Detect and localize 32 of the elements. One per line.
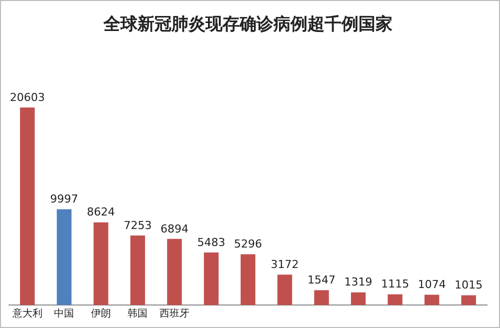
data-label: 6894 (160, 222, 188, 236)
x-tick-label: 中国 (54, 308, 74, 320)
data-label: 9997 (50, 192, 78, 206)
bar (20, 108, 35, 305)
data-label: 3172 (270, 258, 299, 271)
bar (388, 294, 402, 305)
data-label: 20603 (10, 90, 45, 104)
data-label: 8624 (86, 206, 115, 219)
data-label: 1015 (454, 278, 483, 292)
bar (461, 295, 476, 305)
bar (314, 290, 329, 305)
data-label: 5483 (197, 236, 226, 249)
bar (94, 222, 108, 305)
data-label: 7253 (124, 218, 152, 232)
bar (167, 238, 182, 305)
bar (204, 252, 219, 305)
data-label: 1074 (418, 278, 446, 292)
bar (130, 235, 146, 305)
bar (350, 292, 366, 305)
x-tick-label: 韩国 (128, 308, 148, 320)
x-tick-label: 西班牙 (159, 308, 190, 320)
bar (424, 294, 440, 305)
x-tick-label: 伊朗 (90, 308, 111, 320)
data-label: 5296 (234, 238, 262, 251)
x-tick-label: 意大利 (11, 308, 42, 320)
bar (277, 274, 292, 305)
bar (240, 254, 256, 305)
data-label: 1547 (308, 274, 336, 287)
data-label: 1319 (344, 276, 372, 289)
data-label: 1115 (381, 278, 410, 291)
bar (56, 209, 72, 305)
chart-title: 全球新冠肺炎现存确诊病例超千例国家 (102, 14, 392, 35)
